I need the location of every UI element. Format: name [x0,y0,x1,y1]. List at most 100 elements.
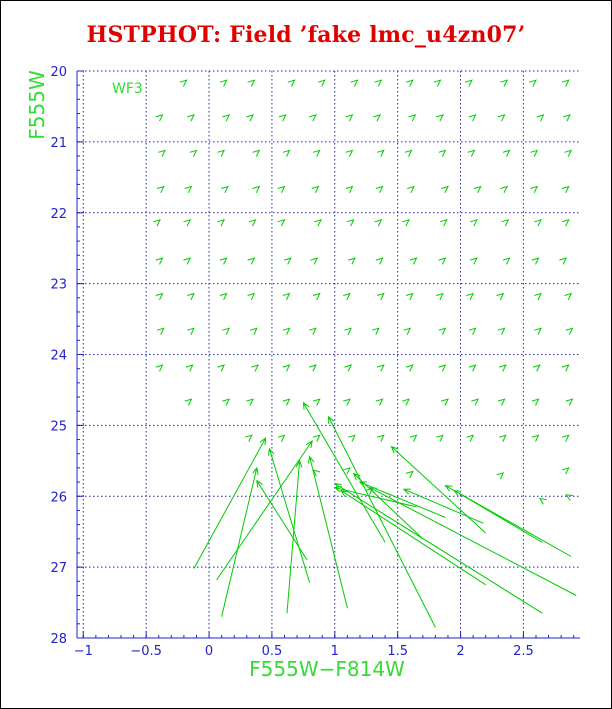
data-arrow [468,114,477,122]
data-arrow [345,185,354,194]
data-arrow [310,257,319,265]
data-arrow [309,327,317,335]
data-arrow [405,364,414,372]
data-arrow [438,257,447,265]
data-arrow [531,398,540,406]
data-arrow [470,218,478,227]
data-arrow [565,494,574,501]
data-arrow [282,149,291,157]
data-arrow [565,398,574,406]
data-arrow [375,185,384,194]
data-arrow [248,218,257,227]
x-tick-label: 1.5 [387,644,408,659]
data-arrow [467,149,476,157]
data-arrow [402,488,484,524]
data-arrow [153,218,161,227]
data-arrow [309,364,317,372]
chip-label-wf3: WF3 [112,81,143,97]
data-arrow [374,79,383,87]
data-arrow [268,447,311,583]
data-arrow [439,218,448,227]
data-arrow [409,257,418,265]
y-tick-label: 28 [50,632,67,647]
data-arrow [155,257,164,265]
data-arrow [468,364,477,372]
data-arrow [500,185,509,194]
data-arrow [311,185,320,194]
data-arrow [358,481,446,518]
data-arrow [282,398,291,406]
data-arrow [219,257,228,265]
data-arrow [244,434,253,442]
data-arrow [158,149,166,157]
data-arrow [286,459,303,614]
data-arrow [498,434,507,442]
data-arrow [217,149,226,157]
data-arrow [187,114,195,122]
data-arrow [436,114,444,122]
y-tick-label: 26 [50,490,67,505]
data-arrow [438,327,447,335]
data-arrow [376,364,385,372]
data-arrow [402,218,410,227]
data-arrow [183,218,192,227]
data-arrow [345,149,354,157]
data-arrow [409,434,418,442]
data-arrow [189,149,198,157]
data-arrow [374,218,383,227]
data-arrow [376,292,385,301]
x-tick-label: 0.5 [262,644,283,659]
data-arrow [436,434,444,442]
x-tick-label: −0.5 [130,644,162,659]
data-arrow [222,327,231,335]
data-arrow [561,185,570,194]
data-arrow [312,292,321,301]
y-axis-label: F555W [25,70,49,140]
data-arrow [534,218,542,227]
data-arrow [221,185,229,194]
data-arrow [376,149,385,157]
data-arrow [221,466,259,617]
data-arrow [464,79,473,87]
data-arrow [317,79,326,87]
data-arrow [184,185,193,194]
data-arrow [155,114,164,122]
data-arrow [252,185,261,194]
data-arrow [312,434,321,442]
data-arrow [496,292,505,301]
data-arrow [333,485,417,508]
data-arrow [470,257,478,265]
data-arrow [277,185,286,194]
data-arrow [312,149,321,157]
data-arrow [247,79,256,87]
data-arrow [530,185,539,194]
data-arrow [375,257,384,265]
data-arrow [156,327,165,335]
data-arrow [500,79,509,87]
data-arrow [498,364,507,372]
data-arrow [561,218,570,227]
data-arrow [438,364,447,372]
data-arrow [333,482,543,614]
data-arrow [376,434,385,442]
x-tick-label: 1 [331,644,339,659]
data-arrow [565,327,574,335]
data-arrow [371,327,380,335]
y-tick-label: 27 [50,561,67,576]
data-arrow [531,434,540,442]
data-arrow [502,257,511,265]
data-arrow [536,114,545,122]
data-arrow [277,218,286,227]
data-arrow [314,218,322,227]
data-arrow [187,327,195,335]
data-arrow [187,292,195,301]
data-arrow [534,327,542,335]
data-arrow [287,79,296,87]
data-arrow [529,79,537,87]
data-arrow [496,472,505,480]
data-arrow [466,434,475,442]
data-arrow [219,79,228,87]
x-tick-label: 2 [456,644,464,659]
data-arrow [277,434,286,442]
